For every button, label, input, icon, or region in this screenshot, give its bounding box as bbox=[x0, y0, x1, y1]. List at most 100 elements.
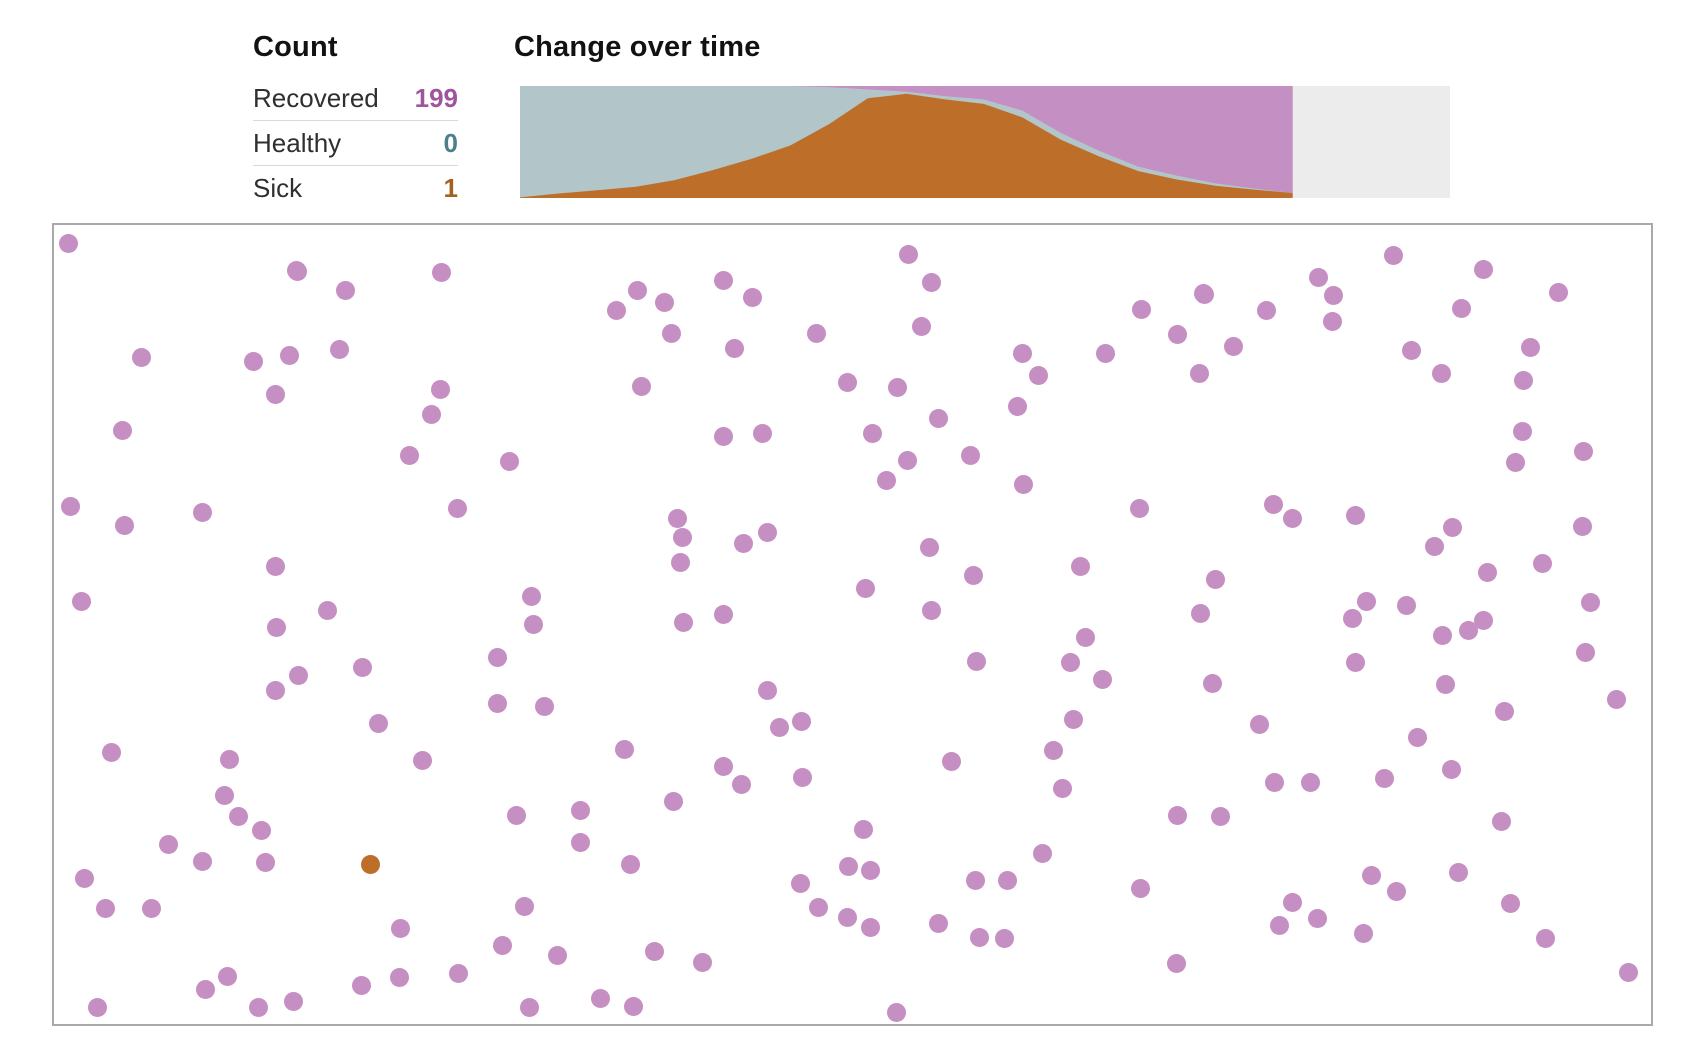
recovered-dot bbox=[1205, 569, 1225, 589]
recovered-dot bbox=[1513, 370, 1533, 390]
recovered-dot bbox=[1401, 340, 1421, 360]
recovered-dot bbox=[158, 834, 178, 854]
recovered-dot bbox=[921, 272, 941, 292]
recovered-dot bbox=[862, 423, 882, 443]
recovered-dot bbox=[1448, 862, 1468, 882]
recovered-dot bbox=[713, 270, 733, 290]
recovered-dot bbox=[1308, 267, 1328, 287]
recovered-dot bbox=[101, 742, 121, 762]
recovered-dot bbox=[790, 873, 810, 893]
change-over-time-chart bbox=[520, 86, 1450, 198]
recovered-dot bbox=[1007, 396, 1027, 416]
recovered-dot bbox=[1282, 508, 1302, 528]
recovered-dot bbox=[1618, 962, 1638, 982]
recovered-dot bbox=[266, 617, 286, 637]
recovered-dot bbox=[742, 287, 762, 307]
recovered-dot bbox=[487, 647, 507, 667]
recovered-dot bbox=[806, 323, 826, 343]
recovered-dot bbox=[192, 851, 212, 871]
recovered-dot bbox=[713, 426, 733, 446]
recovered-dot bbox=[606, 300, 626, 320]
recovered-dot bbox=[1131, 299, 1151, 319]
recovered-dot bbox=[921, 600, 941, 620]
recovered-dot bbox=[228, 806, 248, 826]
recovered-dot bbox=[1407, 727, 1427, 747]
recovered-dot bbox=[1535, 928, 1555, 948]
recovered-dot bbox=[74, 868, 94, 888]
recovered-dot bbox=[808, 897, 828, 917]
recovered-dot bbox=[335, 280, 355, 300]
recovered-dot bbox=[1028, 365, 1048, 385]
recovered-dot bbox=[692, 952, 712, 972]
legend-row-sick: Sick 1 bbox=[253, 166, 458, 210]
recovered-dot bbox=[1269, 915, 1289, 935]
recovered-dot bbox=[673, 612, 693, 632]
recovered-dot bbox=[389, 967, 409, 987]
recovered-dot bbox=[487, 693, 507, 713]
recovered-dot bbox=[95, 898, 115, 918]
recovered-dot bbox=[837, 907, 857, 927]
recovered-dot bbox=[1167, 324, 1187, 344]
recovered-dot bbox=[1052, 778, 1072, 798]
recovered-dot bbox=[1043, 740, 1063, 760]
recovered-dot bbox=[713, 756, 733, 776]
recovered-dot bbox=[969, 927, 989, 947]
recovered-dot bbox=[1424, 536, 1444, 556]
recovered-dot bbox=[667, 508, 687, 528]
recovered-dot bbox=[1063, 709, 1083, 729]
legend-value-recovered: 199 bbox=[414, 82, 458, 113]
recovered-dot bbox=[519, 997, 539, 1017]
recovered-dot bbox=[523, 614, 543, 634]
recovered-dot bbox=[1606, 689, 1626, 709]
recovered-dot bbox=[965, 870, 985, 890]
recovered-dot bbox=[1189, 363, 1209, 383]
recovered-dot bbox=[1032, 843, 1052, 863]
recovered-dot bbox=[997, 870, 1017, 890]
recovered-dot bbox=[1374, 768, 1394, 788]
count-legend-title: Count bbox=[253, 31, 338, 63]
recovered-dot bbox=[654, 292, 674, 312]
recovered-dot bbox=[368, 713, 388, 733]
recovered-dot bbox=[1223, 336, 1243, 356]
recovered-dot bbox=[514, 896, 534, 916]
recovered-dot bbox=[590, 988, 610, 1008]
recovered-dot bbox=[887, 377, 907, 397]
recovered-dot bbox=[521, 586, 541, 606]
recovered-dot bbox=[855, 578, 875, 598]
recovered-dot bbox=[1166, 953, 1186, 973]
recovered-dot bbox=[1572, 516, 1592, 536]
recovered-dot bbox=[283, 991, 303, 1011]
recovered-dot bbox=[1442, 517, 1462, 537]
recovered-dot bbox=[1580, 592, 1600, 612]
recovered-dot bbox=[112, 420, 132, 440]
recovered-dot bbox=[876, 470, 896, 490]
recovered-dot bbox=[287, 261, 307, 281]
recovered-dot bbox=[492, 935, 512, 955]
recovered-dot bbox=[534, 696, 554, 716]
recovered-dot bbox=[1256, 300, 1276, 320]
recovered-dot bbox=[1070, 556, 1090, 576]
recovered-dot bbox=[570, 832, 590, 852]
recovered-dot bbox=[1092, 669, 1112, 689]
recovered-dot bbox=[1500, 893, 1520, 913]
recovered-dot bbox=[288, 665, 308, 685]
recovered-dot bbox=[1575, 642, 1595, 662]
recovered-dot bbox=[769, 717, 789, 737]
legend-label-healthy: Healthy bbox=[253, 127, 342, 158]
recovered-dot bbox=[1361, 865, 1381, 885]
recovered-dot bbox=[1307, 908, 1327, 928]
recovered-dot bbox=[352, 657, 372, 677]
recovered-dot bbox=[1432, 625, 1452, 645]
recovered-dot bbox=[752, 423, 772, 443]
recovered-dot bbox=[1167, 805, 1187, 825]
recovered-dot bbox=[837, 372, 857, 392]
recovered-dot bbox=[1249, 714, 1269, 734]
recovered-dot bbox=[1520, 337, 1540, 357]
recovered-dot bbox=[214, 785, 234, 805]
recovered-dot bbox=[430, 379, 450, 399]
legend-value-sick: 1 bbox=[443, 172, 458, 203]
recovered-dot bbox=[255, 852, 275, 872]
recovered-dot bbox=[860, 917, 880, 937]
recovered-dot bbox=[1473, 610, 1493, 630]
